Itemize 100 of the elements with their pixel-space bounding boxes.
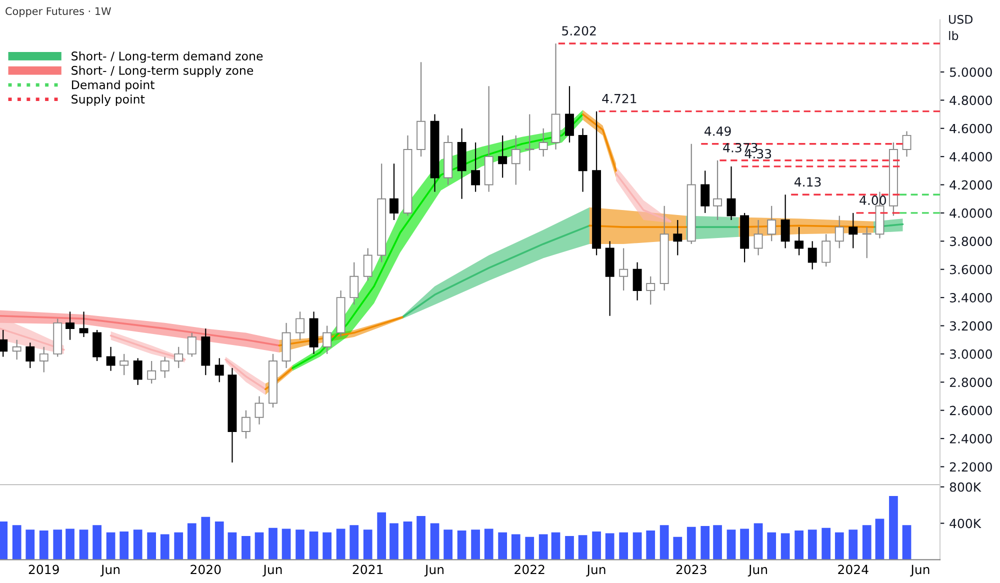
candlestick xyxy=(700,170,710,214)
bar xyxy=(457,530,466,560)
bar xyxy=(780,533,790,560)
bar xyxy=(430,523,440,560)
y-tick-label: 3.0000 xyxy=(950,349,992,359)
bar xyxy=(822,528,831,560)
candlestick xyxy=(565,86,574,144)
bar xyxy=(619,532,628,560)
bar xyxy=(53,530,62,560)
bar xyxy=(673,536,682,560)
annotation: 4.13 xyxy=(794,177,821,187)
candlestick xyxy=(174,346,184,369)
candlestick xyxy=(525,114,534,172)
candlestick xyxy=(296,311,305,340)
candlestick xyxy=(39,346,48,373)
candlestick xyxy=(848,212,858,249)
annotation: 4.721 xyxy=(602,94,636,104)
y-tick-label: 2.2000 xyxy=(950,462,992,472)
candlestick xyxy=(92,329,102,362)
y-tick-label: 400K xyxy=(950,518,982,528)
candlestick xyxy=(254,396,264,425)
candlestick xyxy=(808,240,817,270)
y-tick-label: 3.4000 xyxy=(950,293,992,302)
candlestick xyxy=(511,134,520,186)
annotation: 4.49 xyxy=(704,126,731,136)
bar xyxy=(525,536,534,560)
bar xyxy=(268,528,278,560)
bar xyxy=(174,532,184,560)
bar xyxy=(686,526,696,560)
bar xyxy=(403,521,412,560)
candlestick xyxy=(619,248,628,292)
candlestick xyxy=(79,311,88,338)
y-tick-label: 4.2000 xyxy=(950,180,992,190)
bar xyxy=(377,512,386,560)
bar xyxy=(471,530,480,560)
bar xyxy=(565,536,574,560)
bar xyxy=(120,531,129,560)
bar xyxy=(875,518,884,560)
bar xyxy=(242,536,250,560)
y-tick-label: 2.8000 xyxy=(950,378,992,388)
bar xyxy=(390,523,398,560)
candlestick xyxy=(632,262,642,301)
annotation: 4.00 xyxy=(860,196,886,205)
candlestick xyxy=(322,325,332,354)
x-tick-label: Jun xyxy=(586,564,606,577)
bar xyxy=(282,528,291,560)
x-tick-label: Jun xyxy=(910,564,930,577)
x-tick-label: Jun xyxy=(100,564,120,577)
bar xyxy=(26,530,35,560)
line-series xyxy=(278,316,404,346)
bar xyxy=(322,532,332,560)
x-tick-label: 2024 xyxy=(838,564,868,574)
x-tick-label: Jun xyxy=(748,564,767,577)
candlestick xyxy=(673,219,682,256)
bar xyxy=(484,528,494,560)
y-tick-label: 2.6000 xyxy=(950,406,992,416)
bar xyxy=(416,516,426,560)
candlestick xyxy=(0,329,8,358)
x-tick-label: Jun xyxy=(424,564,444,577)
y-tick-label: 4.8000 xyxy=(950,96,992,106)
x-tick-label: 2023 xyxy=(676,564,706,574)
x-tick-label: 2019 xyxy=(28,564,59,574)
candlestick xyxy=(713,160,722,221)
line-series xyxy=(0,314,280,346)
candlestick xyxy=(538,128,548,158)
candlestick xyxy=(862,226,872,259)
candlestick xyxy=(241,410,250,440)
candlestick xyxy=(12,339,22,360)
candlestick xyxy=(902,130,912,158)
bar xyxy=(350,525,359,560)
candlestick xyxy=(147,360,156,384)
candlestick xyxy=(767,205,776,242)
legend-label: Supply point xyxy=(72,94,145,106)
bar xyxy=(767,532,776,560)
bar xyxy=(228,532,237,560)
bar xyxy=(578,535,588,560)
x-tick-label: Jun xyxy=(262,564,282,577)
bar xyxy=(808,530,817,560)
bar xyxy=(66,528,74,560)
candlestick xyxy=(187,332,196,358)
y-tick-label: 4.0000 xyxy=(950,208,992,218)
bar xyxy=(201,516,210,560)
candlestick xyxy=(66,311,74,340)
y-tick-label: 3.2000 xyxy=(950,321,992,331)
bar xyxy=(133,530,142,560)
bar xyxy=(511,534,520,560)
candlestick xyxy=(834,215,844,249)
bar xyxy=(726,530,736,560)
candlestick xyxy=(160,356,170,378)
bar xyxy=(0,521,8,560)
legend-label: Demand point xyxy=(72,80,154,92)
bar xyxy=(12,525,22,560)
bar xyxy=(296,530,304,560)
y-tick-label: 3.8000 xyxy=(950,236,992,246)
bar xyxy=(187,523,196,560)
candlestick xyxy=(350,262,359,306)
candlestick xyxy=(214,358,224,383)
bar xyxy=(646,530,656,560)
candlestick xyxy=(794,226,804,256)
bar xyxy=(592,531,601,560)
